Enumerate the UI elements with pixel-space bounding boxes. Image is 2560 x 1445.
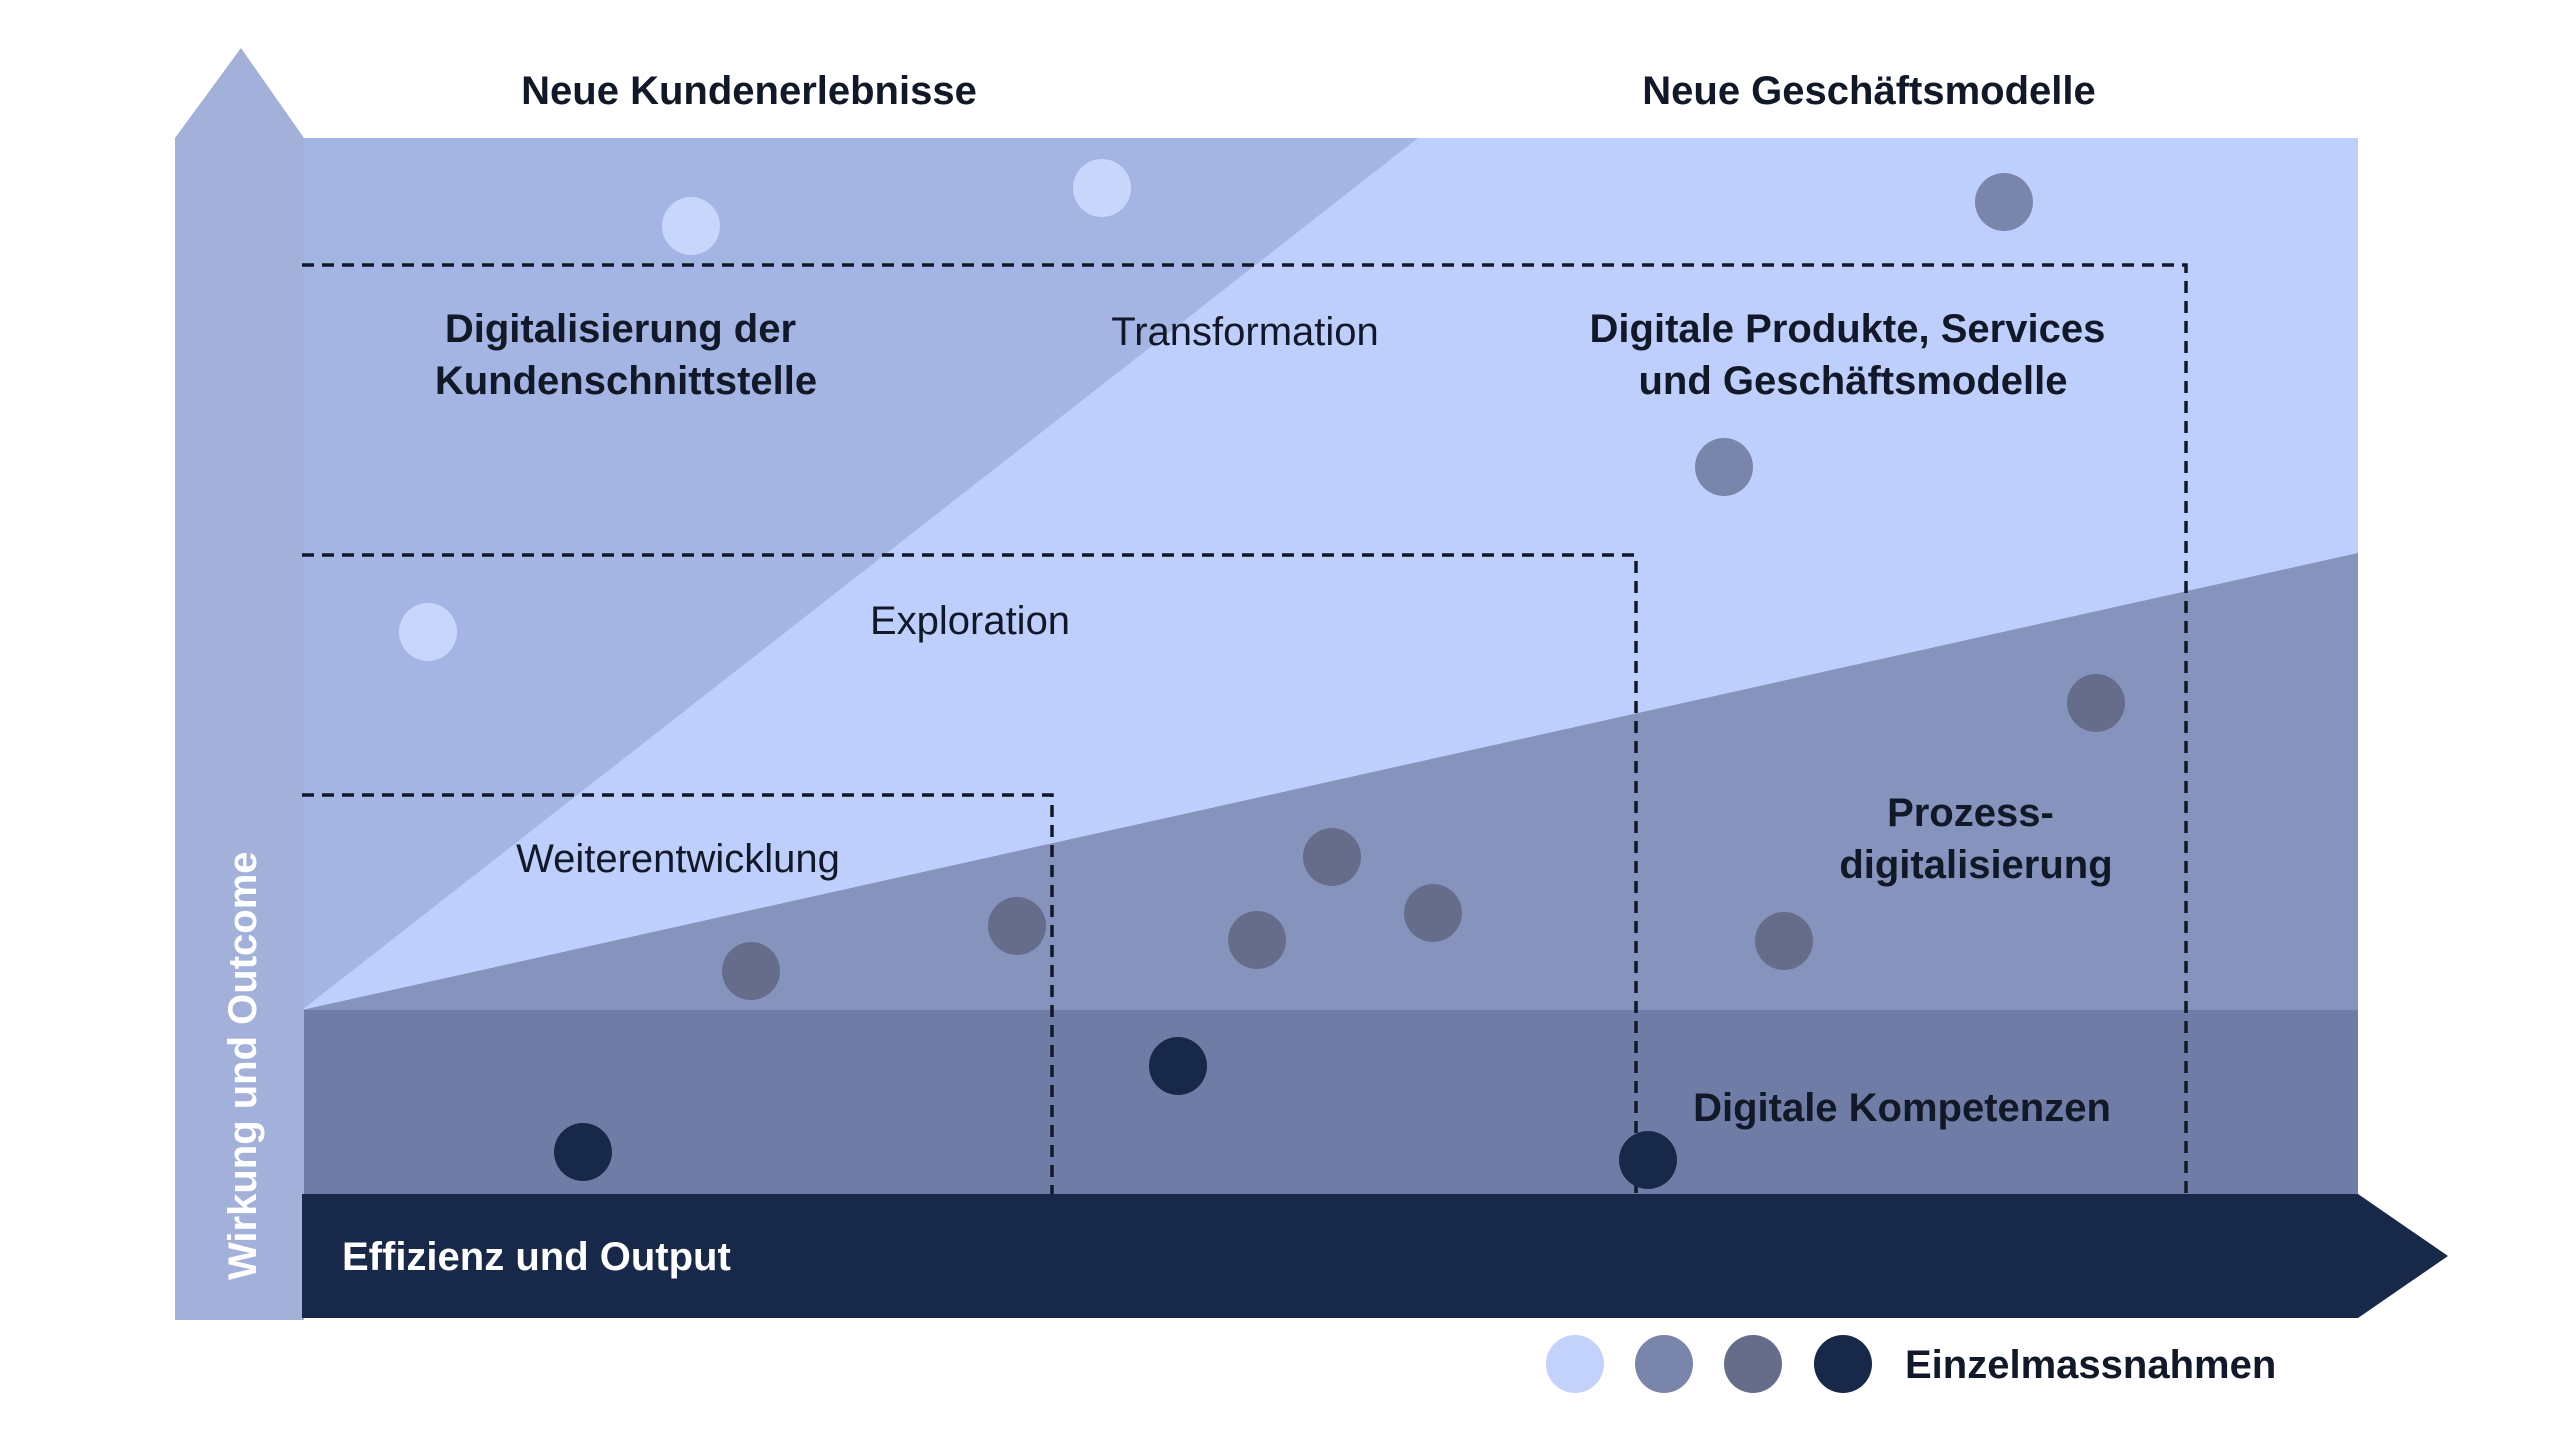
measure-dot-grey: [988, 897, 1046, 955]
x-axis-arrow: [302, 1194, 2448, 1318]
label-transformation: Transformation: [1111, 310, 1379, 354]
label-digital-products: Digitale Produkte, Services und Geschäft…: [1590, 307, 2117, 403]
label-exploration: Exploration: [870, 599, 1070, 643]
x-axis-label: Effizienz und Output: [342, 1235, 731, 1279]
label-customer-interface-line2: Kundenschnittstelle: [435, 359, 817, 403]
label-weiterentwicklung: Weiterentwicklung: [516, 837, 840, 881]
label-process-digitalization: Prozess- digitalisierung: [1839, 791, 2112, 887]
legend: Einzelmassnahmen: [1546, 1335, 2276, 1393]
label-digital-competencies: Digitale Kompetenzen: [1693, 1086, 2111, 1130]
measure-dots: [399, 159, 2125, 1189]
measure-dot-grey: [1755, 912, 1813, 970]
y-axis-label: Wirkung und Outcome: [221, 851, 265, 1280]
label-digital-products-line2: und Geschäftsmodelle: [1639, 359, 2068, 403]
legend-label: Einzelmassnahmen: [1905, 1343, 2276, 1387]
header-new-customer-experiences: Neue Kundenerlebnisse: [521, 69, 977, 113]
legend-swatch-dark: [1814, 1335, 1872, 1393]
measure-dot-light: [662, 197, 720, 255]
boundary-weiterentwicklung: [302, 793, 1054, 1194]
measure-dot-dark: [554, 1123, 612, 1181]
measure-dot-light: [1073, 159, 1131, 217]
boundary-transformation: [302, 263, 2188, 1194]
measure-dot-dark: [1149, 1037, 1207, 1095]
zone-process-digitalization: [302, 553, 2358, 1018]
boundary-exploration: [302, 553, 1638, 1194]
legend-swatch-light: [1546, 1335, 1604, 1393]
legend-swatch-grey: [1724, 1335, 1782, 1393]
zone-digital-competencies: [302, 1010, 2358, 1195]
measure-dot-mid: [1695, 438, 1753, 496]
measure-dot-grey: [1303, 828, 1361, 886]
legend-swatch-mid: [1635, 1335, 1693, 1393]
measure-dot-grey: [722, 942, 780, 1000]
measure-dot-dark: [1619, 1131, 1677, 1189]
zone-transformation-wedge: [302, 138, 2358, 1010]
label-process-digitalization-line1: Prozess-: [1887, 791, 2054, 835]
measure-dot-grey: [1404, 884, 1462, 942]
label-digital-products-line1: Digitale Produkte, Services: [1590, 307, 2106, 351]
measure-dot-mid: [1975, 173, 2033, 231]
measure-dot-grey: [2067, 674, 2125, 732]
label-customer-interface-line1: Digitalisierung der: [445, 307, 796, 351]
y-axis-arrow: [175, 48, 304, 1320]
header-new-business-models: Neue Geschäftsmodelle: [1642, 69, 2096, 113]
measure-dot-grey: [1228, 911, 1286, 969]
label-customer-interface: Digitalisierung der Kundenschnittstelle: [435, 307, 817, 403]
measure-dot-light: [399, 603, 457, 661]
label-process-digitalization-line2: digitalisierung: [1839, 843, 2112, 887]
